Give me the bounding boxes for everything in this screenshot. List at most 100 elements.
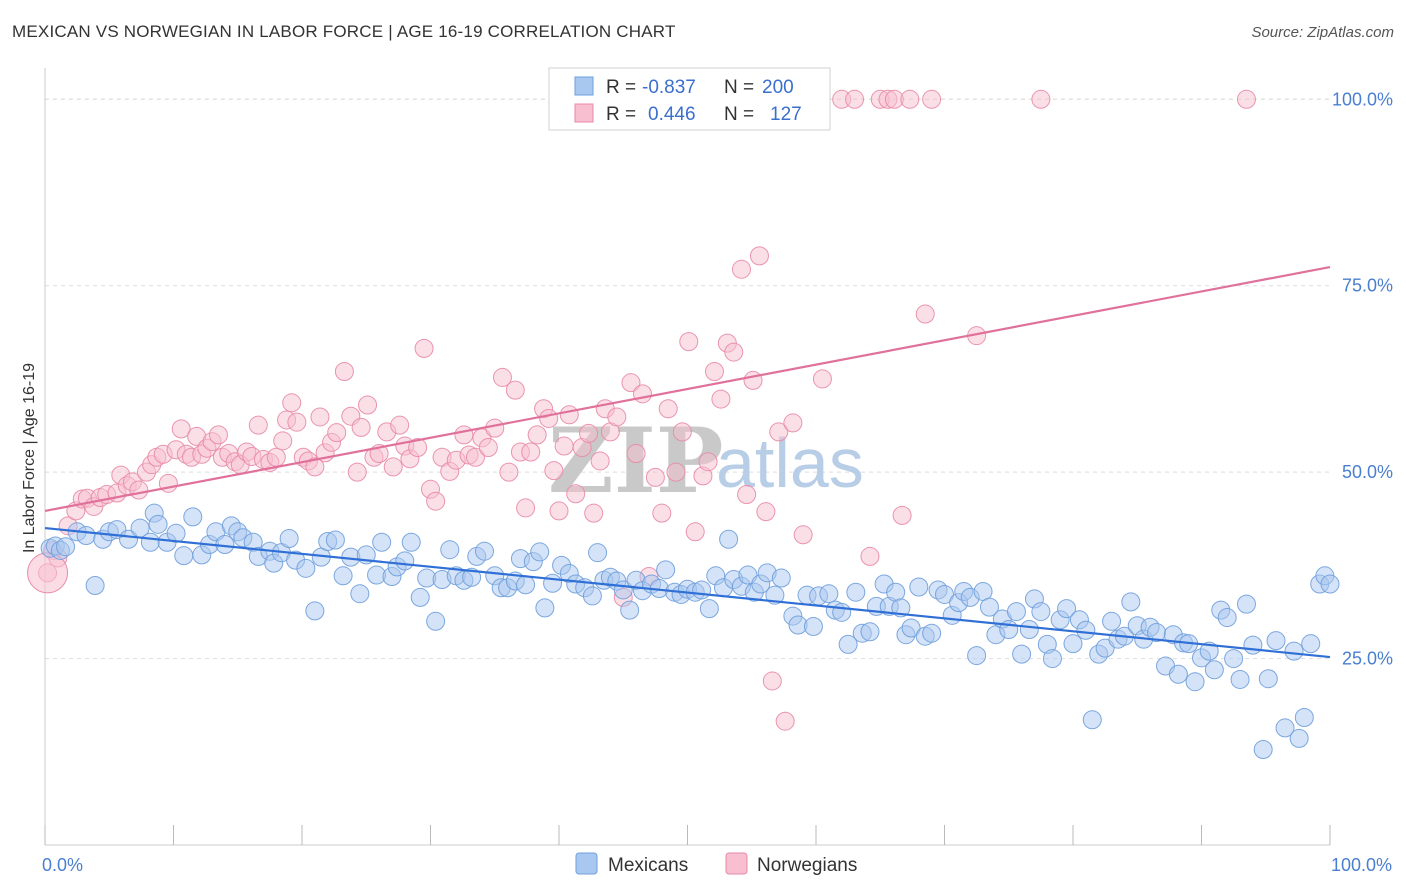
point-norwegians-63 (414, 338, 434, 358)
series-norwegians-points (27, 89, 1256, 731)
point-mexicans-109 (838, 634, 858, 654)
point-mexicans-34 (305, 601, 325, 621)
point-norwegians-41 (282, 393, 302, 413)
point-norwegians-122 (783, 413, 803, 433)
legend-n-value-mexicans: 200 (762, 77, 794, 98)
x-tick-label-min: 0.0% (42, 855, 83, 875)
point-mexicans-131 (979, 597, 999, 617)
point-norwegians-58 (383, 457, 403, 477)
point-norwegians-52 (347, 462, 367, 482)
point-mexicans-46 (395, 551, 415, 571)
point-mexicans-122 (922, 623, 942, 643)
point-norwegians-91 (584, 503, 604, 523)
point-norwegians-121 (775, 711, 795, 731)
point-mexicans-139 (1031, 602, 1051, 622)
point-mexicans-10 (119, 529, 139, 549)
point-mexicans-146 (1076, 620, 1096, 640)
point-norwegians-88 (566, 484, 586, 504)
legend-bottom: Mexicans Norwegians (575, 852, 857, 876)
point-norwegians-42 (287, 412, 307, 432)
point-mexicans-12 (140, 532, 160, 552)
point-mexicans-166 (1204, 660, 1224, 680)
point-mexicans-178 (1289, 728, 1309, 748)
point-norwegians-65 (426, 491, 446, 511)
point-norwegians-126 (845, 89, 865, 109)
point-mexicans-175 (1266, 631, 1286, 651)
point-mexicans-43 (372, 532, 392, 552)
point-mexicans-163 (1185, 672, 1205, 692)
point-norwegians-92 (590, 451, 610, 471)
point-mexicans-165 (1199, 641, 1219, 661)
point-norwegians-76 (499, 462, 519, 482)
point-norwegians-116 (743, 370, 763, 390)
point-mexicans-73 (588, 543, 608, 563)
point-mexicans-141 (1042, 649, 1062, 669)
grid-lines (45, 98, 1330, 660)
point-mexicans-119 (901, 618, 921, 638)
point-norwegians-69 (454, 425, 474, 445)
point-norwegians-120 (769, 422, 789, 442)
point-mexicans-65 (530, 542, 550, 562)
point-norwegians-35 (248, 415, 268, 435)
point-norwegians-45 (305, 457, 325, 477)
point-mexicans-173 (1253, 740, 1273, 760)
point-norwegians-115 (737, 485, 757, 505)
point-norwegians-71 (465, 447, 485, 467)
point-mexicans-129 (967, 646, 987, 666)
point-norwegians-113 (724, 342, 744, 362)
point-mexicans-72 (582, 586, 602, 606)
point-mexicans-143 (1057, 599, 1077, 619)
point-mexicans-47 (401, 532, 421, 552)
point-norwegians-110 (704, 361, 724, 381)
point-norwegians-131 (892, 505, 912, 525)
legend-n-label-norwegians: N = (724, 104, 754, 125)
point-norwegians-95 (607, 407, 627, 427)
point-mexicans-137 (1019, 619, 1039, 639)
bottom-legend-label-norwegians: Norwegians (757, 855, 857, 876)
point-norwegians-132 (900, 89, 920, 109)
point-norwegians-38 (266, 447, 286, 467)
trend-line-mexicans (44, 526, 1331, 659)
legend-swatch-mexicans (574, 76, 594, 96)
point-mexicans-147 (1082, 710, 1102, 730)
point-norwegians-90 (579, 423, 599, 443)
point-norwegians-133 (915, 304, 935, 324)
y-tick-label-2: 75.0% (1342, 276, 1393, 296)
point-mexicans-48 (410, 587, 430, 607)
point-mexicans-112 (860, 622, 880, 642)
point-mexicans-108 (832, 602, 852, 622)
point-norwegians-136 (1031, 89, 1051, 109)
point-mexicans-170 (1230, 669, 1250, 689)
point-norwegians-119 (762, 671, 782, 691)
point-norwegians-137 (1236, 89, 1256, 109)
point-norwegians-49 (327, 423, 347, 443)
x-tick-label-max: 100.0% (1331, 855, 1392, 875)
point-mexicans-50 (426, 611, 446, 631)
point-mexicans-14 (148, 514, 168, 534)
point-norwegians-39 (273, 431, 293, 451)
point-norwegians-114 (731, 259, 751, 279)
point-mexicans-57 (474, 541, 494, 561)
point-norwegians-85 (549, 501, 569, 521)
point-mexicans-168 (1217, 608, 1237, 628)
point-mexicans-176 (1275, 718, 1295, 738)
legend-top: R = -0.837 N = 200 R = 0.446 N = 127 (548, 67, 831, 131)
point-norwegians-74 (485, 418, 505, 438)
legend-r-value-mexicans: -0.837 (642, 77, 696, 98)
point-mexicans-179 (1294, 707, 1314, 727)
point-mexicans-153 (1121, 592, 1141, 612)
point-mexicans-120 (909, 577, 929, 597)
point-mexicans-100 (771, 568, 791, 588)
point-mexicans-171 (1236, 594, 1256, 614)
point-mexicans-66 (535, 598, 555, 618)
point-norwegians-80 (521, 442, 541, 462)
point-mexicans-31 (279, 529, 299, 549)
point-mexicans-33 (296, 558, 316, 578)
point-mexicans-180 (1301, 634, 1321, 654)
point-norwegians-111 (711, 389, 731, 409)
point-mexicans-169 (1224, 649, 1244, 669)
point-norwegians-54 (358, 395, 378, 415)
point-mexicans-144 (1063, 634, 1083, 654)
point-mexicans-104 (803, 617, 823, 637)
